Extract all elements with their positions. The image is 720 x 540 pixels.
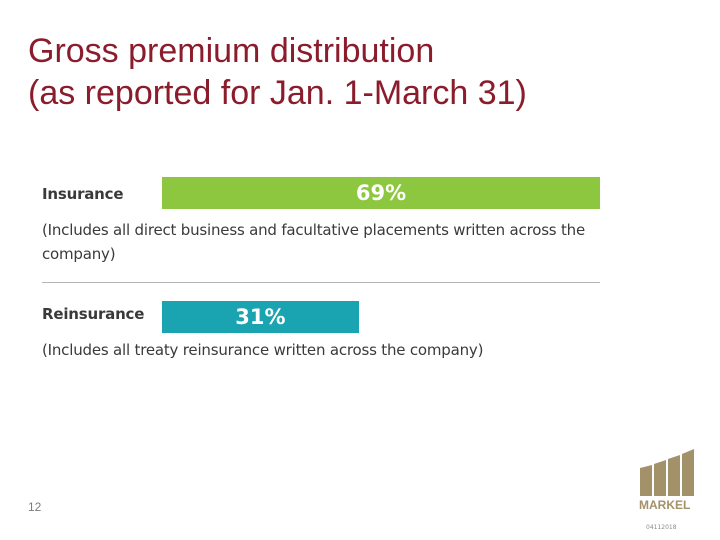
value-label-reinsurance: 31% xyxy=(235,305,286,329)
slide-title: Gross premium distribution (as reported … xyxy=(28,30,688,114)
markel-logo: MARKEL xyxy=(639,449,694,512)
page-number: 12 xyxy=(28,500,42,514)
footer-code: 04112018 xyxy=(646,524,677,531)
title-line-2: (as reported for Jan. 1-March 31) xyxy=(28,74,527,112)
title-line-1: Gross premium distribution xyxy=(28,32,435,70)
logo-text: MARKEL xyxy=(639,498,690,512)
category-label-reinsurance: Reinsurance xyxy=(42,305,145,323)
value-label-insurance: 69% xyxy=(355,181,407,205)
note-reinsurance: (Includes all treaty reinsurance written… xyxy=(42,341,484,359)
category-label-insurance: Insurance xyxy=(42,185,124,203)
divider xyxy=(42,282,600,283)
note-insurance: (Includes all direct business and facult… xyxy=(42,221,586,263)
bar-insurance: 69% xyxy=(162,177,600,209)
bar-reinsurance: 31% xyxy=(162,301,359,333)
